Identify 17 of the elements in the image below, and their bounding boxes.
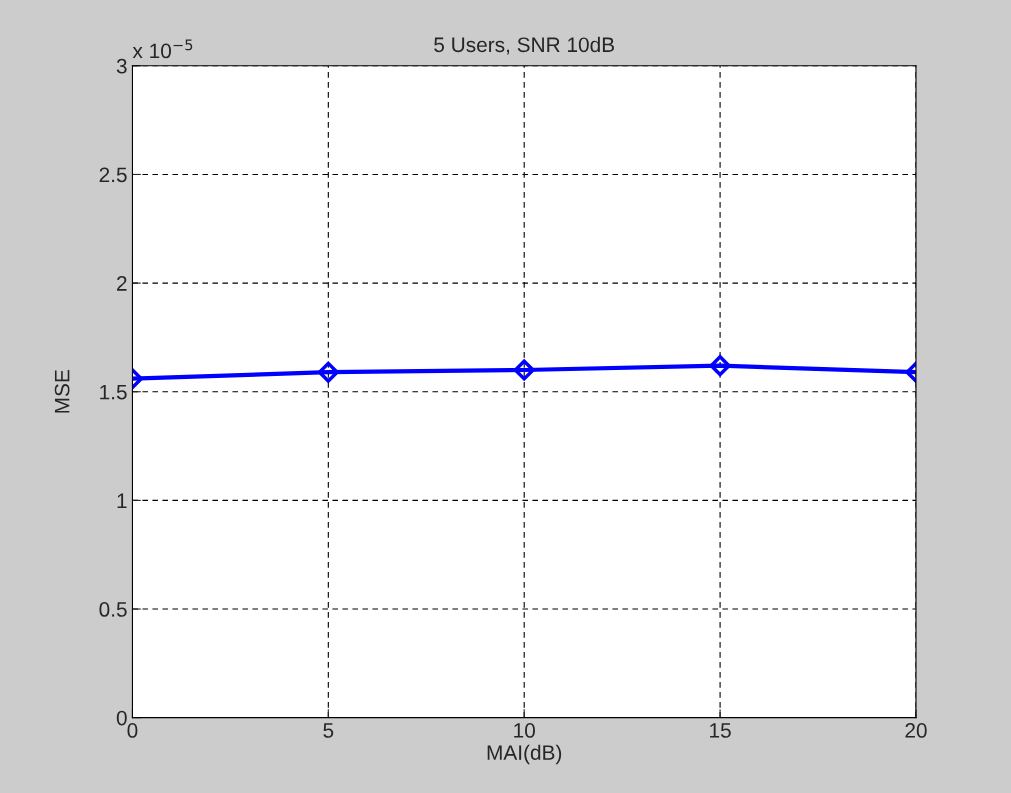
y-tick-label: 2 <box>117 276 127 291</box>
y-tick-label: 3 <box>116 58 127 74</box>
x-tick-label: 15 <box>710 723 731 738</box>
x-tick-label: 10 <box>514 723 535 738</box>
text: x 10$^{−5}$ <box>132 39 193 59</box>
y-tick-label: 2.5 <box>99 167 127 183</box>
y-tick-label: 1 <box>117 493 127 508</box>
y-axis-title: MSE <box>54 370 70 413</box>
x-tick-label: 5 <box>323 723 334 738</box>
x-tick-label: 20 <box>905 723 927 738</box>
y-tick-label: 1.5 <box>100 384 127 400</box>
x-tick-label: 0 <box>127 723 138 738</box>
y-tick-label: 0.5 <box>99 602 127 617</box>
point <box>513 359 535 381</box>
chart-title: 5 Users, SNR 10dB <box>434 36 614 55</box>
x-axis-title: MAI(dB) <box>487 744 562 765</box>
y-tick-label: 0 <box>116 710 127 726</box>
